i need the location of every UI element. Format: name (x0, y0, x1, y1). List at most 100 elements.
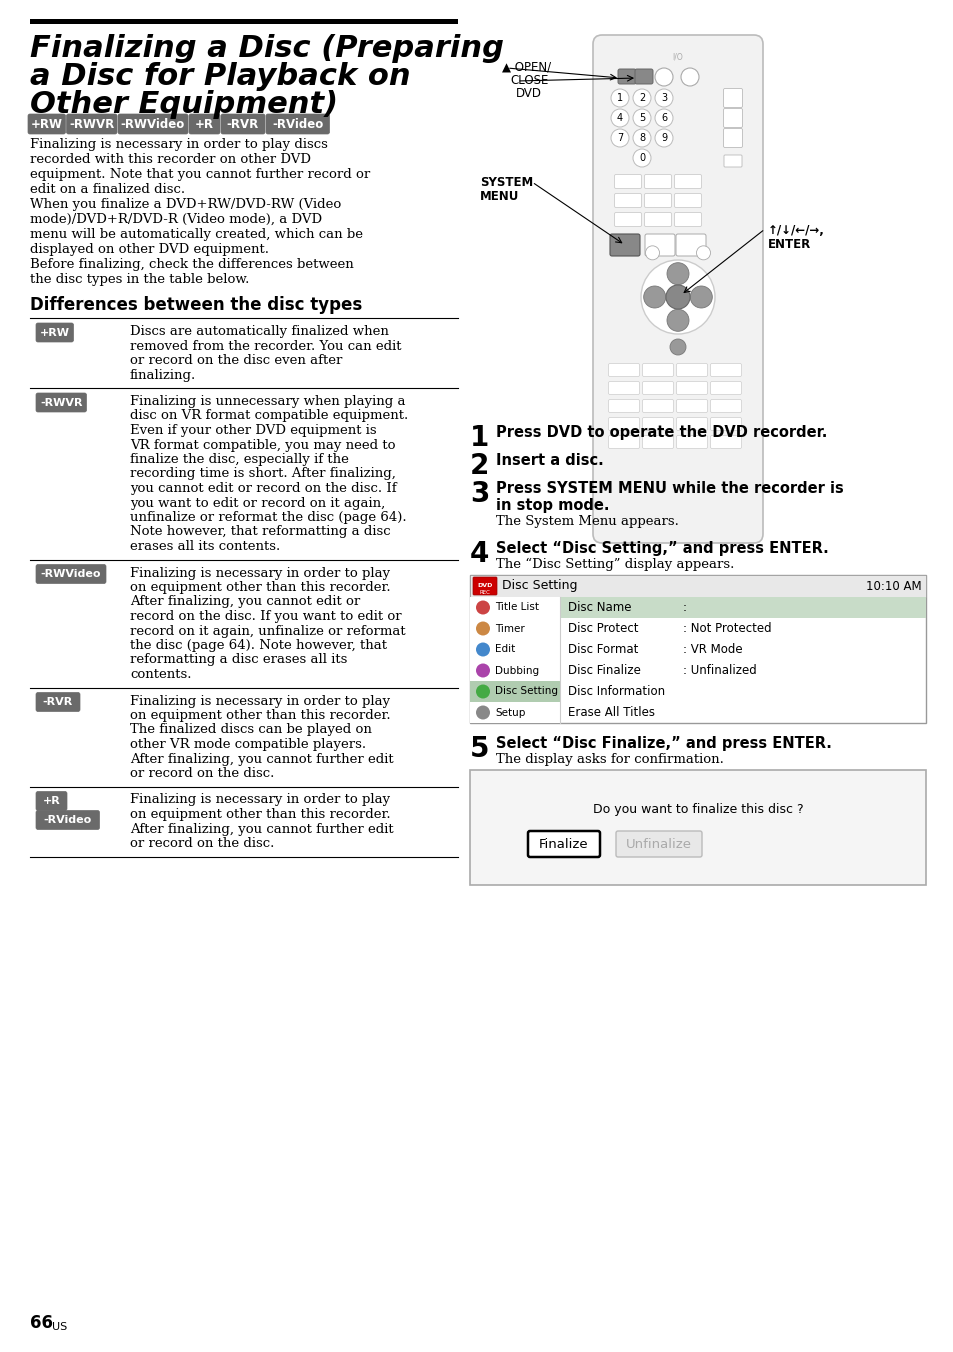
Bar (470, 575, 925, 723)
Text: unfinalize or reformat the disc (page 64).: unfinalize or reformat the disc (page 64… (130, 511, 406, 525)
Text: Differences between the disc types: Differences between the disc types (30, 296, 362, 314)
Text: menu will be automatically created, which can be: menu will be automatically created, whic… (30, 228, 363, 241)
Text: Select “Disc Setting,” and press ENTER.: Select “Disc Setting,” and press ENTER. (496, 541, 828, 556)
Text: Finalizing is unnecessary when playing a: Finalizing is unnecessary when playing a (130, 395, 405, 408)
Bar (470, 575, 925, 598)
Text: +R: +R (194, 118, 213, 131)
Circle shape (655, 110, 672, 127)
Text: Finalizing is necessary in order to play: Finalizing is necessary in order to play (130, 566, 390, 580)
Text: The “Disc Setting” display appears.: The “Disc Setting” display appears. (496, 558, 734, 572)
Text: Disc Name: Disc Name (567, 602, 631, 614)
FancyBboxPatch shape (676, 364, 707, 376)
FancyBboxPatch shape (608, 435, 639, 449)
Text: recorded with this recorder on other DVD: recorded with this recorder on other DVD (30, 153, 311, 166)
Text: -RWVR: -RWVR (69, 118, 114, 131)
Text: 1: 1 (470, 425, 489, 452)
Text: : Unfinalized: : Unfinalized (682, 664, 756, 677)
Text: +RW: +RW (30, 118, 63, 131)
Text: Disc Finalize: Disc Finalize (567, 664, 640, 677)
FancyBboxPatch shape (710, 364, 740, 376)
Text: After finalizing, you cannot further edit: After finalizing, you cannot further edi… (130, 822, 394, 836)
Text: :: : (682, 602, 686, 614)
Text: : Not Protected: : Not Protected (682, 622, 771, 635)
Bar (30, 19, 457, 24)
FancyBboxPatch shape (608, 399, 639, 412)
Text: Finalize: Finalize (538, 837, 588, 850)
Text: Disc Setting: Disc Setting (501, 580, 577, 592)
FancyBboxPatch shape (674, 193, 700, 207)
Text: the disc types in the table below.: the disc types in the table below. (30, 273, 249, 287)
Text: removed from the recorder. You can edit: removed from the recorder. You can edit (130, 339, 401, 353)
Text: Finalizing is necessary in order to play: Finalizing is necessary in order to play (130, 695, 390, 707)
Text: Finalizing a Disc (Preparing: Finalizing a Disc (Preparing (30, 34, 503, 64)
Text: Dubbing: Dubbing (495, 665, 538, 676)
Text: Setup: Setup (495, 707, 525, 718)
FancyBboxPatch shape (644, 193, 671, 207)
Text: you want to edit or record on it again,: you want to edit or record on it again, (130, 496, 385, 510)
Text: on equipment other than this recorder.: on equipment other than this recorder. (130, 708, 390, 722)
Text: -RWVR: -RWVR (40, 397, 82, 407)
Text: Do you want to finalize this disc ?: Do you want to finalize this disc ? (592, 803, 802, 817)
Text: Finalizing is necessary in order to play discs: Finalizing is necessary in order to play… (30, 138, 328, 151)
Circle shape (655, 128, 672, 147)
Text: The finalized discs can be played on: The finalized discs can be played on (130, 723, 372, 737)
Text: equipment. Note that you cannot further record or: equipment. Note that you cannot further … (30, 168, 370, 181)
Text: 4: 4 (617, 114, 622, 123)
Text: ENTER: ENTER (767, 238, 810, 251)
FancyBboxPatch shape (722, 108, 741, 127)
Text: -RWVideo: -RWVideo (121, 118, 185, 131)
Text: After finalizing, you cannot further edit: After finalizing, you cannot further edi… (130, 753, 394, 765)
Circle shape (476, 642, 490, 657)
Text: 66: 66 (30, 1314, 53, 1332)
Circle shape (633, 89, 650, 107)
Circle shape (633, 110, 650, 127)
Text: -RVR: -RVR (43, 698, 73, 707)
FancyBboxPatch shape (36, 810, 99, 830)
Text: Disc Information: Disc Information (567, 685, 664, 698)
Text: a Disc for Playback on: a Disc for Playback on (30, 62, 410, 91)
Text: Unfinalize: Unfinalize (625, 837, 691, 850)
Text: CLOSE: CLOSE (510, 74, 548, 87)
Text: Even if your other DVD equipment is: Even if your other DVD equipment is (130, 425, 376, 437)
Text: Disc Protect: Disc Protect (567, 622, 638, 635)
Text: 0: 0 (639, 153, 644, 164)
Text: -RVideo: -RVideo (272, 118, 323, 131)
Bar (470, 639, 559, 660)
Text: in stop mode.: in stop mode. (496, 498, 609, 512)
FancyBboxPatch shape (676, 234, 705, 256)
Text: REC: REC (479, 589, 490, 595)
FancyBboxPatch shape (614, 212, 640, 227)
Text: mode)/DVD+R/DVD-R (Video mode), a DVD: mode)/DVD+R/DVD-R (Video mode), a DVD (30, 214, 322, 226)
FancyBboxPatch shape (608, 381, 639, 395)
Text: edit on a finalized disc.: edit on a finalized disc. (30, 183, 185, 196)
Circle shape (633, 128, 650, 147)
Text: 7: 7 (617, 132, 622, 143)
Circle shape (640, 260, 714, 334)
Circle shape (476, 684, 490, 699)
FancyBboxPatch shape (723, 155, 741, 168)
Text: Press SYSTEM MENU while the recorder is: Press SYSTEM MENU while the recorder is (496, 481, 842, 496)
Text: finalize the disc, especially if the: finalize the disc, especially if the (130, 453, 349, 466)
Text: Before finalizing, check the differences between: Before finalizing, check the differences… (30, 258, 354, 270)
Circle shape (666, 310, 688, 331)
FancyBboxPatch shape (608, 418, 639, 430)
FancyBboxPatch shape (608, 364, 639, 376)
Text: Press DVD to operate the DVD recorder.: Press DVD to operate the DVD recorder. (496, 425, 826, 439)
Text: record on the disc. If you want to edit or: record on the disc. If you want to edit … (130, 610, 401, 623)
Text: or record on the disc.: or record on the disc. (130, 767, 274, 780)
FancyBboxPatch shape (710, 435, 740, 449)
Bar (559, 598, 925, 618)
Text: Timer: Timer (495, 623, 524, 634)
Text: on equipment other than this recorder.: on equipment other than this recorder. (130, 581, 390, 594)
FancyBboxPatch shape (189, 114, 220, 134)
Bar (470, 771, 925, 886)
Text: Disc Setting: Disc Setting (495, 687, 558, 696)
Circle shape (690, 287, 712, 308)
Text: +R: +R (43, 796, 60, 806)
Text: 5: 5 (470, 735, 489, 763)
FancyBboxPatch shape (266, 114, 329, 134)
Text: 8: 8 (639, 132, 644, 143)
Text: US: US (52, 1322, 67, 1332)
Circle shape (645, 246, 659, 260)
FancyBboxPatch shape (614, 174, 640, 188)
